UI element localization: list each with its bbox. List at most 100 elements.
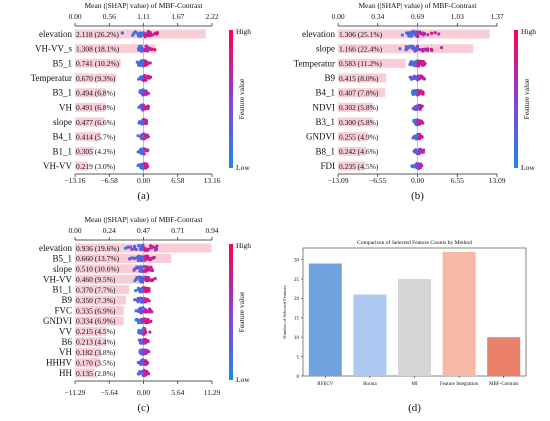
- shap-dot: [133, 279, 137, 283]
- top-tick-label: 1.11: [137, 12, 150, 21]
- shap-dot: [139, 120, 143, 125]
- shap-dot: [421, 48, 426, 53]
- bar-panel-d: Comparison of Selected Feature Counts by…: [282, 239, 527, 414]
- y-tick-label: 30: [294, 258, 300, 263]
- colorbar-low-label: Low: [236, 375, 250, 384]
- shap-dot: [148, 256, 152, 261]
- shap-dot: [132, 256, 136, 261]
- feature-label: GNDVI: [43, 316, 72, 326]
- shap-dot: [142, 369, 146, 374]
- importance-bar: [75, 73, 117, 83]
- shap-dot: [437, 32, 441, 36]
- feature-label: HHHV: [46, 358, 72, 368]
- shap-dot: [416, 34, 420, 38]
- feature-label: B4_1: [315, 88, 335, 98]
- shap-dot: [409, 30, 413, 34]
- bar: [487, 337, 521, 376]
- value-annotation: 0.460 (9.5%): [76, 275, 116, 284]
- value-annotation: 0.494 (6.8%): [76, 88, 116, 97]
- importance-bar: [75, 358, 100, 368]
- colorbar-title: Feature value: [237, 78, 246, 119]
- value-annotation: 0.510 (10.6%): [76, 265, 120, 274]
- shap-dot: [134, 288, 138, 293]
- shap-dot: [148, 330, 152, 334]
- shap-dot: [141, 362, 145, 366]
- shap-dot: [140, 276, 145, 280]
- shap-dot: [139, 44, 144, 48]
- importance-bar: [338, 146, 367, 156]
- importance-bar: [338, 102, 374, 112]
- x-tick-label: MI: [411, 382, 417, 387]
- shap-dot: [153, 276, 157, 281]
- y-tick-label: 20: [294, 297, 300, 302]
- shap-dot: [414, 32, 418, 36]
- importance-bar: [75, 347, 102, 357]
- x-tick-label: Boruta: [363, 382, 377, 387]
- top-tick-label: 0.56: [103, 12, 116, 21]
- feature-label: slope: [53, 264, 72, 274]
- importance-bar: [75, 274, 143, 284]
- value-annotation: 0.219 (3.0%): [76, 162, 116, 171]
- top-axis-title: Mean (|SHAP| value) of MBF-Contrast: [359, 1, 478, 10]
- top-tick-label: 1.03: [451, 12, 464, 21]
- panel-label: (a): [137, 190, 150, 202]
- shap-dot: [143, 59, 148, 63]
- importance-bar: [75, 146, 94, 156]
- shap-dot: [421, 91, 425, 96]
- value-annotation: 0.213 (4.4%): [76, 338, 116, 347]
- shap-dot: [141, 48, 145, 52]
- shap-dot: [141, 358, 145, 362]
- importance-bar: [75, 326, 107, 336]
- shap-dot: [132, 244, 137, 249]
- shap-dot: [146, 371, 150, 375]
- shap-dot: [413, 163, 418, 168]
- shap-dot: [146, 276, 151, 280]
- shap-dot: [415, 105, 420, 109]
- colorbar-high-label: High: [236, 241, 251, 250]
- value-annotation: 0.182 (3.8%): [76, 348, 116, 357]
- feature-label: VV: [59, 326, 72, 336]
- shap-dot: [142, 106, 146, 110]
- shap-dot: [148, 33, 152, 37]
- feature-label: NDVI: [313, 102, 336, 112]
- shap-dot: [146, 104, 150, 108]
- importance-bar: [75, 295, 127, 305]
- feature-label: Temperatur: [294, 58, 335, 68]
- value-annotation: 0.235 (4.5%): [339, 162, 379, 171]
- feature-label: VH-VV: [43, 161, 72, 171]
- shap-dot: [144, 90, 148, 94]
- shap-dot: [133, 267, 137, 271]
- value-annotation: 1.166 (22.4%): [339, 44, 383, 53]
- shap-dot: [142, 351, 146, 355]
- shap-dot: [417, 90, 421, 95]
- bottom-tick-label: −6.55: [369, 176, 387, 185]
- feature-label: VH-VV_s: [35, 44, 72, 54]
- shap-dot: [136, 163, 140, 168]
- shap-dot: [140, 288, 144, 292]
- feature-label: GNDVI: [306, 132, 335, 142]
- shap-dot: [398, 47, 402, 51]
- x-tick-label: RFECV: [317, 382, 334, 387]
- importance-bar: [75, 368, 95, 378]
- shap-dot: [141, 120, 146, 124]
- shap-dot: [137, 32, 141, 37]
- colorbar: [229, 30, 233, 168]
- importance-bar: [75, 253, 172, 263]
- importance-bar: [75, 58, 121, 68]
- shap-dot: [130, 247, 134, 251]
- shap-dot: [136, 297, 141, 301]
- importance-bar: [338, 73, 387, 83]
- value-annotation: 0.305 (4.2%): [76, 147, 116, 156]
- y-tick-label: 5: [297, 355, 300, 360]
- shap-dot: [140, 151, 144, 155]
- shap-dot: [425, 47, 430, 51]
- feature-label: elevation: [39, 243, 72, 253]
- colorbar-title: Feature value: [237, 291, 246, 332]
- shap-dot: [404, 47, 408, 52]
- feature-label: slope: [316, 44, 335, 54]
- feature-label: B9: [61, 295, 72, 305]
- y-tick-label: 25: [294, 278, 300, 283]
- bottom-tick-label: 13.16: [204, 176, 221, 185]
- bottom-tick-label: −13.09: [327, 176, 348, 185]
